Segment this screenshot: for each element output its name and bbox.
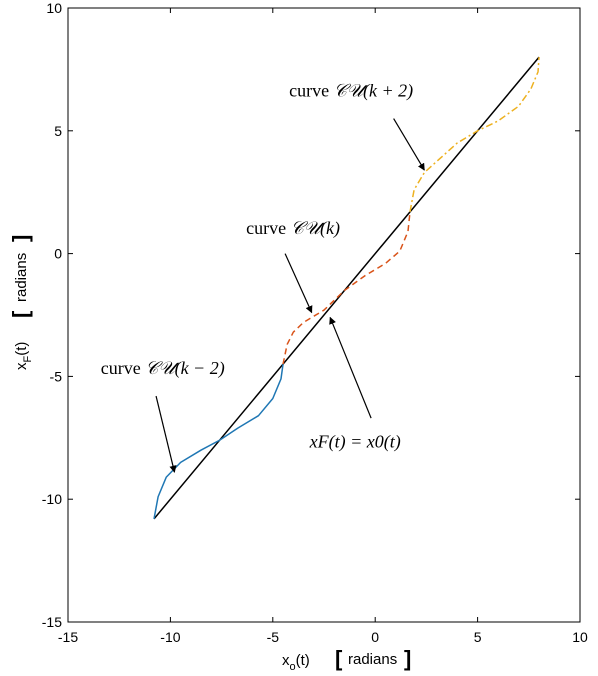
x-tick-label: -5 bbox=[267, 629, 280, 645]
x-tick-label: 5 bbox=[474, 629, 482, 645]
x-tick-label: 0 bbox=[371, 629, 379, 645]
y-axis-unit: radians bbox=[13, 253, 30, 302]
y-tick-label: -10 bbox=[42, 491, 62, 507]
y-tick-label: -15 bbox=[42, 614, 62, 630]
y-tick-label: 0 bbox=[54, 246, 62, 262]
annotation-arrow bbox=[329, 316, 372, 419]
series-line-1 bbox=[153, 364, 284, 519]
y-axis-symbol: xF(t) bbox=[13, 342, 34, 370]
x-axis-unit: radians bbox=[348, 651, 397, 668]
annotation-arrow bbox=[393, 118, 425, 171]
annotation-label: xF(t) = x0(t) bbox=[309, 432, 401, 453]
x-axis-symbol: xo(t) bbox=[282, 652, 310, 673]
x-unit-close-bracket: ] bbox=[404, 646, 411, 671]
y-tick-label: -5 bbox=[50, 368, 63, 384]
x-unit-open-bracket: [ bbox=[335, 646, 343, 671]
series-line-0 bbox=[153, 56, 540, 520]
y-tick-label: 10 bbox=[46, 0, 62, 16]
annotation-arrow bbox=[155, 395, 177, 473]
x-tick-label: 10 bbox=[572, 629, 588, 645]
y-unit-open-bracket: [ bbox=[8, 310, 33, 318]
y-axis-label: xF(t) [ radians ] bbox=[8, 235, 34, 370]
annotation-label: curve 𝒞𝒰(k) bbox=[246, 218, 340, 239]
y-unit-close-bracket: ] bbox=[8, 235, 33, 242]
series-line-3 bbox=[409, 57, 540, 212]
annotations: curve 𝒞𝒰(k + 2) curve 𝒞𝒰(k) curve 𝒞𝒰(k − 2… bbox=[101, 80, 425, 473]
annotation-label: curve 𝒞𝒰(k + 2) bbox=[289, 80, 413, 101]
series-group bbox=[153, 56, 540, 520]
annotation-arrow bbox=[284, 253, 313, 314]
annotation-label: curve 𝒞𝒰(k − 2) bbox=[101, 358, 225, 379]
x-tick-label: -15 bbox=[58, 629, 78, 645]
x-tick-label: -10 bbox=[160, 629, 180, 645]
y-tick-label: 5 bbox=[54, 123, 62, 139]
axis-ticks: -15 -10 -5 0 5 10 -15 -10 -5 0 5 10 bbox=[42, 0, 588, 645]
x-axis-label: xo(t) [ radians ] bbox=[282, 646, 411, 673]
series-line-2 bbox=[282, 211, 411, 365]
